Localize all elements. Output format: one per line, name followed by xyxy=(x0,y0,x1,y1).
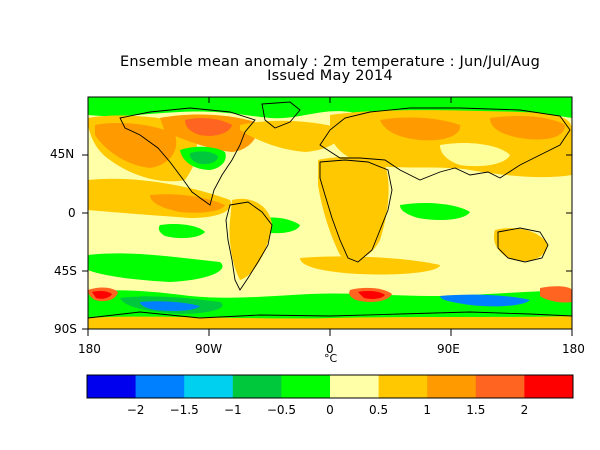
southern-ocean-cold-west xyxy=(140,301,200,311)
north-pacific-warmer xyxy=(95,123,177,168)
colorbar-tick-label: −1 xyxy=(223,403,242,417)
lat-ticks xyxy=(82,154,572,330)
colorbar-swatch xyxy=(87,375,137,398)
colorbar-swatch xyxy=(281,375,331,398)
colorbar-tick-label: 0.5 xyxy=(369,403,389,417)
east-asia-warmer xyxy=(490,116,565,140)
colorbar-tick-label: 1 xyxy=(423,403,431,417)
canada-hot xyxy=(185,117,232,136)
colorbar-swatch xyxy=(378,375,428,398)
lon-label-180w: 180 xyxy=(78,342,101,356)
colorbar-swatch xyxy=(330,375,380,398)
colorbar xyxy=(86,374,574,399)
europe-warmer xyxy=(380,117,461,141)
lon-label-0: 0 xyxy=(326,342,334,356)
antarctic-warm xyxy=(88,316,572,329)
lon-label-90w: 90W xyxy=(195,342,223,356)
indian-ocean-cool xyxy=(400,202,470,220)
central-asia-neutral xyxy=(440,143,510,167)
australia-warm xyxy=(493,228,548,262)
colorbar-frame xyxy=(86,374,574,399)
colorbar-tick-label: 1.5 xyxy=(466,403,486,417)
chart-title: Ensemble mean anomaly : 2m temperature :… xyxy=(120,54,540,70)
colorbar-tick-label: 0 xyxy=(326,403,334,417)
southern-ocean-cold-east xyxy=(440,294,530,307)
coastlines xyxy=(88,101,572,319)
lon-label-90e: 90E xyxy=(437,342,460,356)
south-america-warm xyxy=(229,198,272,280)
north-atlantic-warm xyxy=(240,120,341,152)
colorbar-tick-label: 2 xyxy=(520,403,529,417)
colorbar-swatch xyxy=(232,375,282,398)
colorbar-swatch xyxy=(475,375,525,398)
colorbar-tick-label: −1.5 xyxy=(169,403,199,417)
east-pacific-warmer xyxy=(150,194,225,213)
colorbar-swatch xyxy=(427,375,477,398)
hotspot-south-atlantic-core xyxy=(358,291,385,299)
central-us-cooler xyxy=(189,151,218,165)
colorbar-swatch xyxy=(184,375,234,398)
lat-label-0: 0 xyxy=(68,206,76,220)
southern-pacific-cool xyxy=(88,253,223,282)
colorbar-swatch xyxy=(135,375,185,398)
chart-subtitle: Issued May 2014 xyxy=(267,68,393,84)
colorbar-swatch xyxy=(524,375,574,398)
hotspot-sw-core xyxy=(92,290,112,299)
hotspot-se xyxy=(540,286,572,303)
lon-unit-label: °C xyxy=(324,352,338,365)
lon-label-180e: 180 xyxy=(562,342,585,356)
lon-ticks xyxy=(87,97,573,336)
southern-atlantic-warm xyxy=(300,256,440,275)
colorbar-tick-label: −0.5 xyxy=(266,403,296,417)
africa-warm xyxy=(318,157,389,260)
lat-label-90s: 90S xyxy=(54,322,77,336)
lat-label-45n: 45N xyxy=(50,147,75,161)
colorbar-tick-label: −2 xyxy=(126,403,145,417)
lat-label-45s: 45S xyxy=(54,264,77,278)
south-pacific-cool xyxy=(158,223,205,239)
